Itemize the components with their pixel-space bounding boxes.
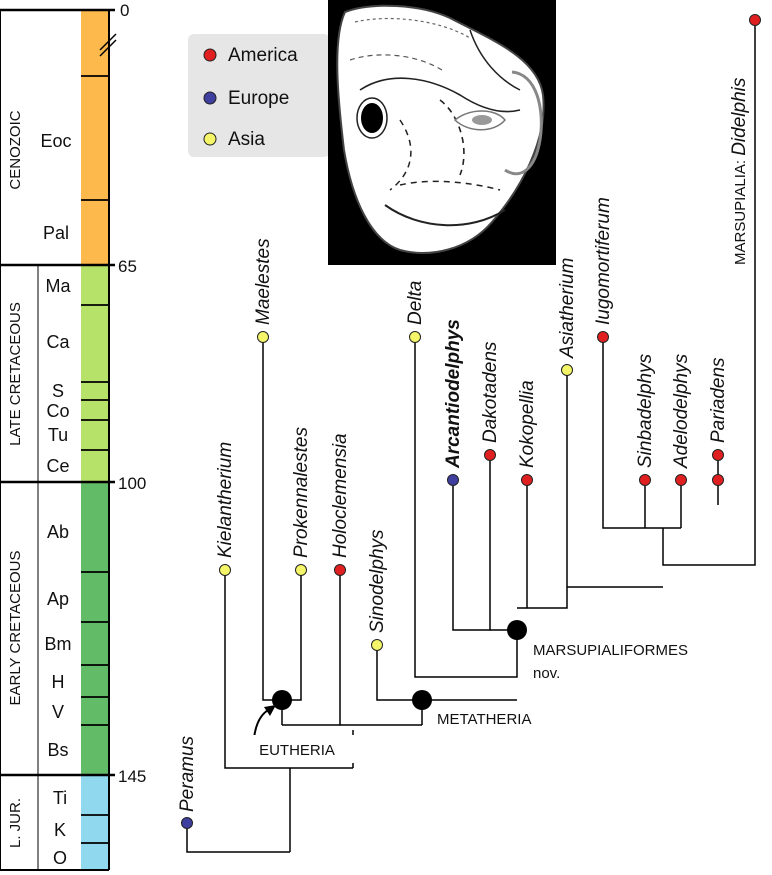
tip-holoclemensia	[334, 564, 346, 576]
tip-maelestes	[257, 331, 269, 343]
tip-sinbadelphys	[639, 474, 651, 486]
taxon-kokopellia: Kokopellia	[517, 380, 538, 468]
scale-break-mark	[99, 33, 117, 51]
age-label-100: 100	[118, 474, 146, 493]
node-eutheria	[272, 690, 292, 710]
didelphis-name: Didelphis	[729, 77, 750, 156]
foramen-mark	[361, 103, 383, 133]
stage-kimmeridgian: K	[54, 820, 66, 840]
tip-sinodelphys	[371, 639, 383, 651]
jurassic-bar	[81, 775, 109, 870]
stage-berriasian: Bs	[47, 740, 68, 760]
clade-marsupialiformes: MARSUPIALIFORMES	[533, 642, 688, 659]
stage-coniacian: Co	[46, 401, 69, 421]
cenozoic-bar	[81, 10, 109, 265]
early-cretaceous-bar	[81, 482, 109, 775]
age-label-0: 0	[120, 1, 129, 20]
legend-swatch-america	[203, 48, 217, 62]
stage-cenomanian: Ce	[46, 456, 69, 476]
legend: America Europe Asia	[188, 34, 330, 157]
stage-santonian: S	[52, 381, 64, 401]
marsupialia-prefix: MARSUPIALIA:	[732, 156, 749, 265]
tip-deltatheridium	[409, 331, 421, 343]
taxon-prokennalestes: Prokennalestes	[291, 427, 312, 558]
tip-pariadens-upper	[712, 449, 724, 461]
stage-aptian: Ap	[47, 589, 69, 609]
legend-label-europe: Europe	[228, 88, 289, 109]
era-cenozoic: CENOZOIC	[7, 110, 24, 189]
stage-paleocene: Pal	[43, 223, 69, 243]
node-metatheria	[412, 690, 432, 710]
age-label-65: 65	[118, 257, 137, 276]
stage-tithonian: Ti	[53, 788, 67, 808]
taxon-sinbadelphys: Sinbadelphys	[635, 353, 656, 468]
stage-oxfordian: O	[53, 848, 67, 868]
late-cretaceous-bar	[81, 265, 109, 482]
legend-box	[188, 34, 330, 157]
stage-maastrichtian: Ma	[45, 276, 71, 296]
fossil-specimen-illustration	[328, 0, 556, 265]
stage-eocene: Eoc	[40, 131, 71, 151]
clade-eutheria: EUTHERIA	[259, 742, 335, 759]
taxon-sinodelphys: Sinodelphys	[367, 529, 388, 633]
tip-kokopellia	[521, 474, 533, 486]
stage-barremian: Bm	[45, 634, 72, 654]
stage-hauterivian: H	[52, 672, 65, 692]
taxon-kielantherium: Kielantherium	[215, 442, 236, 558]
taxon-tips	[181, 14, 761, 829]
taxon-arcantiodelphys: Arcantiodelphys	[443, 319, 464, 469]
tip-dakotadens	[484, 449, 496, 461]
tip-iugomortiferum	[597, 331, 609, 343]
era-late-jurassic: L. JUR.	[7, 798, 24, 848]
tip-kielantherium	[219, 564, 231, 576]
era-early-cretaceous: EARLY CRETACEOUS	[7, 550, 24, 705]
age-label-145: 145	[118, 767, 146, 786]
taxon-deltatheridium: Delta	[405, 281, 426, 325]
tip-prokennalestes	[295, 564, 307, 576]
taxon-asiatherium: Asiatherium	[557, 258, 578, 359]
stage-campanian: Ca	[46, 332, 70, 352]
node-marsupialiformes	[507, 620, 527, 640]
tip-didelphis	[749, 14, 761, 26]
tip-pariadens-lower	[712, 474, 724, 486]
legend-swatch-asia	[203, 132, 217, 146]
clade-marsupialiformes-nov: nov.	[533, 665, 560, 682]
tip-arcantiodelphys	[447, 474, 459, 486]
taxon-dakotadens: Dakotadens	[480, 341, 501, 443]
era-late-cretaceous: LATE CRETACEOUS	[7, 302, 24, 446]
taxon-peramus: Peramus	[177, 735, 198, 812]
taxon-holoclemensia: Holoclemensia	[330, 433, 351, 558]
clade-metatheria: METATHERIA	[437, 711, 531, 728]
stage-albian: Ab	[47, 522, 69, 542]
legend-label-asia: Asia	[228, 129, 265, 150]
stage-valanginian: V	[52, 702, 64, 722]
geologic-timescale: 0 65 100 145 CENOZOIC LATE CRETACEOUS EA…	[0, 1, 146, 871]
taxon-pariadens: Pariadens	[708, 357, 729, 443]
taxon-iugomortiferum: Iugomortiferum	[593, 197, 614, 325]
legend-swatch-europe	[203, 91, 217, 105]
legend-label-america: America	[228, 45, 298, 66]
tip-peramus	[181, 817, 193, 829]
taxon-didelphis: MARSUPIALIA: Didelphis	[729, 77, 750, 265]
taxon-adelodelphys: Adelodelphys	[671, 353, 692, 469]
stage-turonian: Tu	[48, 425, 68, 445]
tip-adelodelphys	[675, 474, 687, 486]
tip-asiatherium	[561, 364, 573, 376]
taxon-maelestes: Maelestes	[253, 238, 274, 325]
